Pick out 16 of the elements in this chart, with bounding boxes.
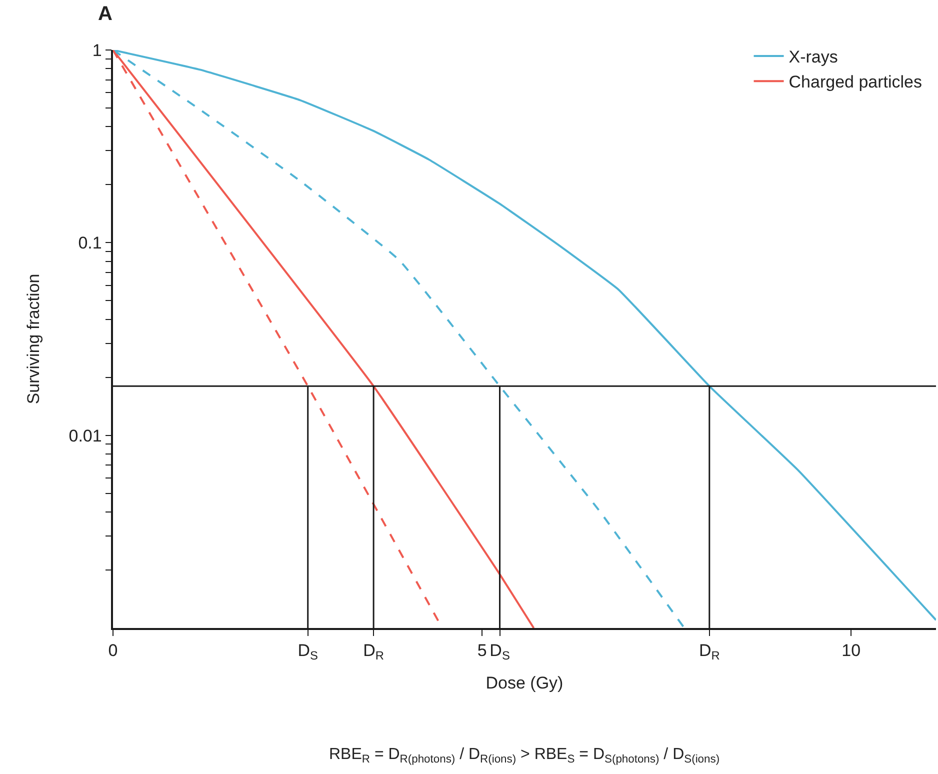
x-tick-label: D$_{S}$ — [490, 641, 510, 663]
legend-label: Charged particles — [788, 72, 922, 92]
y-tick-label: 0.1 — [78, 234, 102, 253]
y-axis-title: Surviving fraction — [24, 274, 43, 404]
legend-label: X-rays — [788, 48, 838, 67]
x-tick-label: 10 — [842, 641, 861, 660]
x-tick-label: D$_{R}$ — [363, 641, 384, 663]
x-tick-label: 0 — [108, 641, 118, 660]
y-tick-label: 1 — [92, 40, 102, 60]
y-tick-label: 0.01 — [68, 426, 102, 446]
x-tick-label: 5 — [477, 641, 487, 660]
x-tick-label: D$_{R}$ — [698, 641, 720, 663]
x-axis-title: Dose (Gy) — [486, 674, 564, 693]
text: RBE$_{R}$ = D$_{R(photons)}$ / D$_{R(ions)}$ > RBE$_{S}$ = D$_{S(photons)}$ / D$_{S(ions)}$ — [329, 746, 720, 766]
x-tick-label: D$_{S}$ — [298, 641, 318, 663]
text: A — [98, 3, 112, 25]
